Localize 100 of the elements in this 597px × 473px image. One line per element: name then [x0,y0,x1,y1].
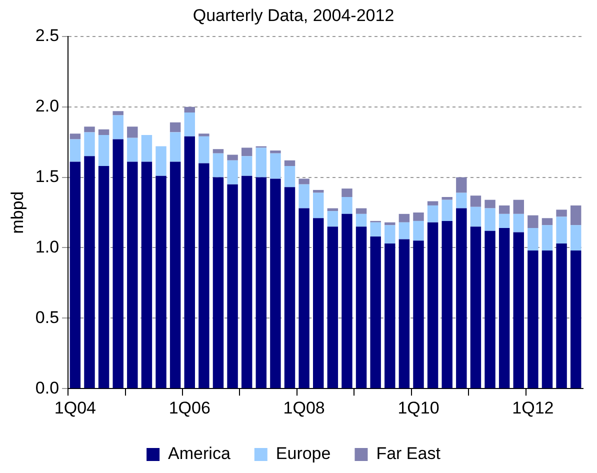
bar [570,225,582,251]
bar [198,136,210,164]
bar [313,218,324,388]
x-tick-label: 1Q08 [283,398,325,418]
bar [84,132,95,156]
bar [327,226,338,388]
bar [442,220,452,388]
bar [256,177,267,388]
bar [542,250,553,388]
bar [413,212,424,221]
bar [427,222,438,388]
y-tick-label: 0.5 [35,308,60,327]
bar [427,205,438,222]
bar [384,222,396,226]
bar [184,106,195,112]
x-tick-label: 1Q10 [398,398,440,418]
bar [456,177,467,193]
bar [284,160,296,166]
bar [70,134,81,140]
bar [470,226,482,388]
bar [484,230,496,388]
bar [198,134,210,136]
bar [356,208,367,214]
bar [542,218,553,226]
bar [156,176,166,388]
bar [184,112,195,136]
bar [470,206,482,227]
bar [313,192,324,218]
bar [127,162,138,388]
bar [256,148,267,178]
bar [370,222,381,236]
bar [342,188,352,198]
y-tick-label: 0.0 [35,378,60,398]
bar [70,139,81,162]
bar [298,178,310,184]
bar [570,205,582,226]
bar [398,239,410,388]
bar [413,240,424,388]
bar [456,192,467,208]
bar [528,215,538,228]
bar [398,222,410,240]
bar [442,200,452,221]
bar [198,163,210,388]
bar [227,154,238,160]
bar [370,236,381,388]
bar [156,146,166,176]
x-tick-label: 1Q12 [512,398,554,418]
bar [556,216,567,244]
bar [127,138,138,162]
legend-label: Far East [376,444,441,464]
bar [398,214,410,222]
bar [356,214,367,227]
y-tick-label: 1.0 [35,237,60,256]
bar [241,156,252,176]
bar [484,200,496,208]
bar [384,225,396,244]
bar [212,153,224,178]
y-tick-label: 2.5 [35,26,60,46]
bar [384,243,396,388]
bar [427,201,438,206]
bar [98,166,110,388]
bar [170,162,181,388]
bar [184,136,195,388]
y-tick-label: 2.0 [35,96,60,116]
x-tick-label: 1Q06 [168,398,210,418]
bar [542,225,553,251]
bar [413,220,424,241]
x-tick-label: 1Q04 [54,398,96,418]
bar [84,126,95,132]
bar [513,232,524,388]
bar [241,148,252,156]
bar [513,200,524,214]
bar [470,196,482,207]
bar [284,187,296,388]
legend-label: Europe [276,444,331,464]
bar [313,190,324,193]
bar [212,149,224,154]
bar [528,228,538,251]
bar [570,250,582,388]
bar [127,126,138,138]
bar [141,135,152,162]
bar [556,243,567,388]
bar [170,122,181,132]
bar [498,214,510,228]
bar [84,156,95,388]
bar [241,176,252,388]
bar [270,150,281,154]
bar [227,160,238,184]
legend-label: America [168,444,231,464]
bar [298,208,310,388]
bar [270,153,281,179]
bar [141,162,152,388]
bar [498,205,510,214]
bar [98,129,110,136]
bar [212,177,224,388]
bar [456,208,467,388]
y-axis-title: mbpd [8,191,27,234]
bar [342,197,352,214]
bar [227,184,238,388]
bar [284,166,296,188]
